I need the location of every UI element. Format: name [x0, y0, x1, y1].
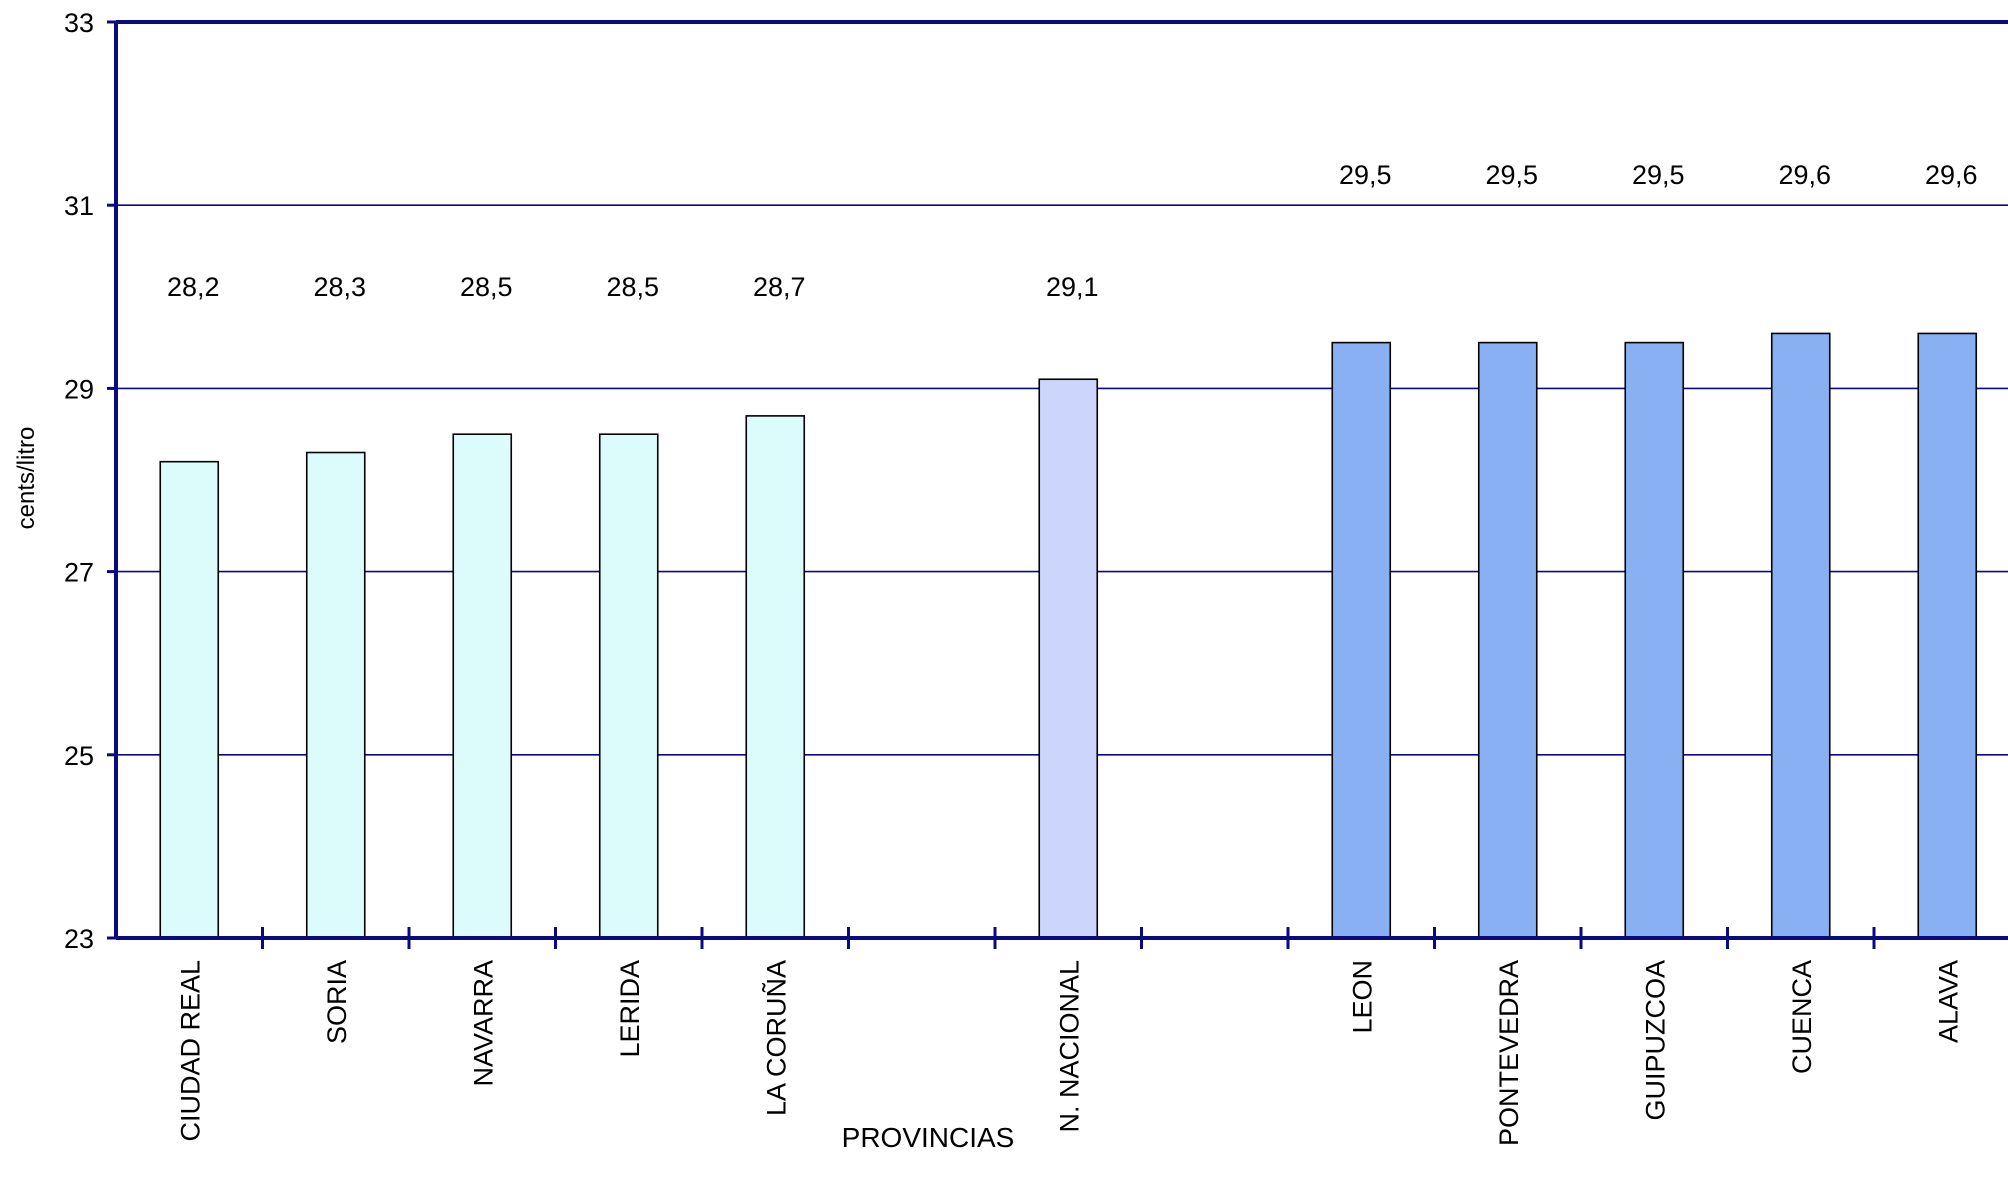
y-tick-label: 29	[64, 374, 94, 404]
category-label: LEON	[1347, 960, 1377, 1034]
y-tick-labels: 23 25 27 29 31 33	[64, 8, 94, 954]
category-label: LERIDA	[615, 960, 645, 1058]
data-label: 28,7	[753, 272, 806, 302]
data-label: 28,2	[167, 272, 220, 302]
data-label: 29,5	[1632, 160, 1685, 190]
y-axis-title: cents/litro	[13, 427, 40, 530]
bar	[1477, 341, 1538, 939]
data-label: 29,6	[1925, 160, 1978, 190]
category-label: NAVARRA	[468, 960, 498, 1087]
data-labels: 28,2 28,3 28,5 28,5 28,7 29,1 29,5 29,5 29,5 29,6…	[167, 160, 1978, 302]
y-tick-label: 31	[64, 191, 94, 221]
category-label: GUIPUZCOA	[1640, 960, 1670, 1121]
bar	[1331, 341, 1392, 939]
data-label: 28,5	[606, 272, 659, 302]
x-axis-title: PROVINCIAS	[842, 1122, 1015, 1153]
bar	[305, 451, 366, 939]
bar	[598, 433, 659, 939]
bar	[159, 460, 220, 939]
category-label: CUENCA	[1787, 960, 1817, 1074]
data-label: 29,1	[1046, 272, 1099, 302]
category-label: CIUDAD REAL	[175, 960, 205, 1142]
data-label: 28,5	[460, 272, 513, 302]
category-label: LA CORUÑA	[760, 960, 791, 1116]
data-label: 28,3	[313, 272, 366, 302]
y-tick-label: 27	[64, 558, 94, 588]
bar	[745, 415, 806, 939]
category-labels: CIUDAD REAL SORIA NAVARRA LERIDA LA CORUÑA N.…	[175, 960, 1963, 1146]
y-tick-label: 23	[64, 924, 94, 954]
y-tick-label: 33	[64, 8, 94, 38]
bars	[159, 332, 1978, 939]
bar	[1624, 341, 1685, 939]
category-label: PONTEVEDRA	[1494, 960, 1524, 1146]
axes	[107, 20, 2008, 949]
bar	[1917, 332, 1978, 939]
category-label: SORIA	[322, 960, 352, 1044]
data-label: 29,6	[1778, 160, 1831, 190]
y-tick-label: 25	[64, 741, 94, 771]
data-label: 29,5	[1485, 160, 1538, 190]
category-label: ALAVA	[1933, 960, 1963, 1043]
bar	[1038, 378, 1099, 939]
bar	[452, 433, 513, 939]
bar	[1770, 332, 1831, 939]
data-label: 29,5	[1339, 160, 1392, 190]
category-label: N. NACIONAL	[1054, 960, 1084, 1133]
